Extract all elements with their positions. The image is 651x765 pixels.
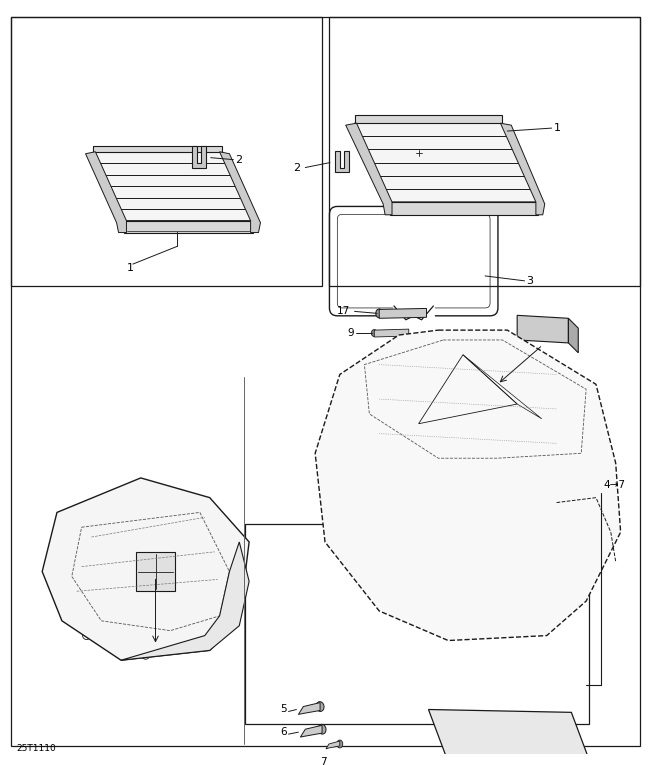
Text: 2: 2 bbox=[294, 162, 301, 173]
Polygon shape bbox=[501, 123, 545, 215]
Polygon shape bbox=[326, 741, 340, 749]
Polygon shape bbox=[121, 542, 249, 660]
Polygon shape bbox=[374, 329, 409, 337]
Polygon shape bbox=[355, 123, 538, 202]
Ellipse shape bbox=[316, 702, 324, 711]
Polygon shape bbox=[335, 151, 349, 172]
Polygon shape bbox=[94, 151, 253, 221]
Polygon shape bbox=[379, 308, 426, 318]
Polygon shape bbox=[85, 151, 126, 233]
Text: 9: 9 bbox=[348, 328, 354, 338]
Text: 3: 3 bbox=[527, 276, 534, 286]
Text: 7: 7 bbox=[320, 757, 326, 765]
Text: 4→7: 4→7 bbox=[604, 480, 626, 490]
Polygon shape bbox=[219, 151, 260, 233]
Polygon shape bbox=[298, 702, 320, 715]
Polygon shape bbox=[517, 315, 568, 343]
Ellipse shape bbox=[318, 724, 326, 734]
Bar bbox=[11, 17, 322, 286]
Text: 5: 5 bbox=[281, 705, 287, 715]
Polygon shape bbox=[346, 123, 392, 215]
Polygon shape bbox=[124, 221, 253, 233]
Bar bbox=[245, 524, 589, 724]
Polygon shape bbox=[394, 306, 434, 317]
Circle shape bbox=[150, 567, 160, 577]
Polygon shape bbox=[355, 116, 503, 123]
Polygon shape bbox=[136, 552, 175, 591]
Text: 2: 2 bbox=[235, 155, 242, 164]
Circle shape bbox=[176, 490, 184, 496]
Polygon shape bbox=[42, 478, 249, 660]
Polygon shape bbox=[315, 330, 620, 640]
Polygon shape bbox=[300, 725, 322, 737]
Ellipse shape bbox=[376, 309, 383, 317]
Text: 1: 1 bbox=[553, 123, 561, 133]
Text: 1: 1 bbox=[127, 263, 134, 273]
Polygon shape bbox=[94, 146, 221, 151]
Ellipse shape bbox=[371, 330, 377, 337]
Polygon shape bbox=[192, 146, 206, 168]
Text: 6: 6 bbox=[281, 728, 287, 737]
Bar bbox=[329, 17, 640, 286]
Polygon shape bbox=[568, 318, 578, 353]
Text: 25T1110: 25T1110 bbox=[16, 744, 57, 753]
Polygon shape bbox=[428, 709, 598, 765]
Text: 17: 17 bbox=[337, 307, 350, 317]
Ellipse shape bbox=[337, 740, 342, 748]
Circle shape bbox=[107, 504, 115, 511]
Polygon shape bbox=[390, 202, 538, 215]
